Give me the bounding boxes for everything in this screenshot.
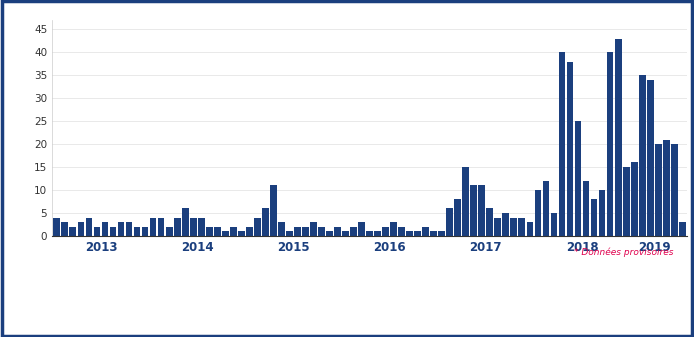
Bar — [518, 218, 525, 236]
Bar — [150, 218, 156, 236]
Bar — [326, 231, 333, 236]
Bar — [286, 231, 293, 236]
Bar — [69, 227, 76, 236]
Bar — [230, 227, 237, 236]
Bar — [398, 227, 405, 236]
Bar — [182, 208, 189, 236]
Bar — [671, 144, 677, 236]
Text: * Données provisoires: * Données provisoires — [574, 248, 673, 257]
Bar — [647, 80, 654, 236]
Bar — [446, 208, 453, 236]
Bar — [246, 227, 253, 236]
Bar — [422, 227, 429, 236]
Bar — [486, 208, 493, 236]
Bar — [126, 222, 133, 236]
Bar — [654, 144, 661, 236]
Bar — [262, 208, 269, 236]
Bar — [254, 218, 261, 236]
Bar — [142, 227, 149, 236]
Text: er: er — [473, 270, 480, 275]
Bar — [462, 167, 469, 236]
Bar — [198, 218, 205, 236]
Bar — [478, 185, 485, 236]
Bar — [278, 222, 285, 236]
Bar — [214, 227, 221, 236]
Bar — [414, 231, 421, 236]
Bar — [439, 231, 445, 236]
Bar — [117, 222, 124, 236]
Bar — [101, 222, 108, 236]
Bar — [494, 218, 501, 236]
Bar — [158, 218, 164, 236]
Text: janvier 2013 et le 7 avril 2019 (Source : Base de données des: janvier 2013 et le 7 avril 2019 (Source … — [477, 275, 694, 285]
Bar — [623, 167, 629, 236]
Bar — [166, 227, 173, 236]
Bar — [53, 218, 60, 236]
Bar — [534, 190, 541, 236]
Bar — [527, 222, 533, 236]
Bar — [663, 140, 670, 236]
Bar — [679, 222, 686, 236]
Bar — [206, 227, 212, 236]
Bar — [607, 52, 613, 236]
Bar — [631, 162, 638, 236]
Bar — [550, 213, 557, 236]
Text: maladies à déclaration obligatoire de Santé publique France): maladies à déclaration obligatoire de Sa… — [8, 315, 312, 325]
Bar — [455, 199, 461, 236]
Bar — [174, 218, 180, 236]
Bar — [583, 181, 589, 236]
Bar — [638, 75, 645, 236]
Bar — [374, 231, 381, 236]
Bar — [270, 185, 277, 236]
Bar — [189, 218, 196, 236]
Bar — [294, 227, 301, 236]
Bar — [134, 227, 140, 236]
Bar — [342, 231, 349, 236]
Bar — [222, 231, 228, 236]
Bar — [366, 231, 373, 236]
Bar — [334, 227, 341, 236]
Bar — [110, 227, 117, 236]
Bar — [615, 38, 622, 236]
Bar — [85, 218, 92, 236]
Bar — [430, 231, 437, 236]
Text: Figure 1 : Nombre de cas déclarés chaque mois en Île-de-France entre le 1: Figure 1 : Nombre de cas déclarés chaque… — [8, 275, 375, 286]
Bar — [358, 222, 365, 236]
Bar — [382, 227, 389, 236]
Bar — [406, 231, 413, 236]
Bar — [62, 222, 68, 236]
Bar — [238, 231, 245, 236]
Bar — [78, 222, 85, 236]
Bar — [471, 185, 477, 236]
Bar — [302, 227, 309, 236]
Bar — [390, 222, 397, 236]
Bar — [575, 121, 582, 236]
Bar — [599, 190, 605, 236]
Bar — [94, 227, 101, 236]
Bar — [511, 218, 517, 236]
Bar — [502, 213, 509, 236]
Bar — [543, 181, 550, 236]
Bar — [566, 62, 573, 236]
Bar — [350, 227, 357, 236]
Bar — [318, 227, 325, 236]
Bar — [310, 222, 317, 236]
Bar — [559, 52, 566, 236]
Bar — [591, 199, 598, 236]
